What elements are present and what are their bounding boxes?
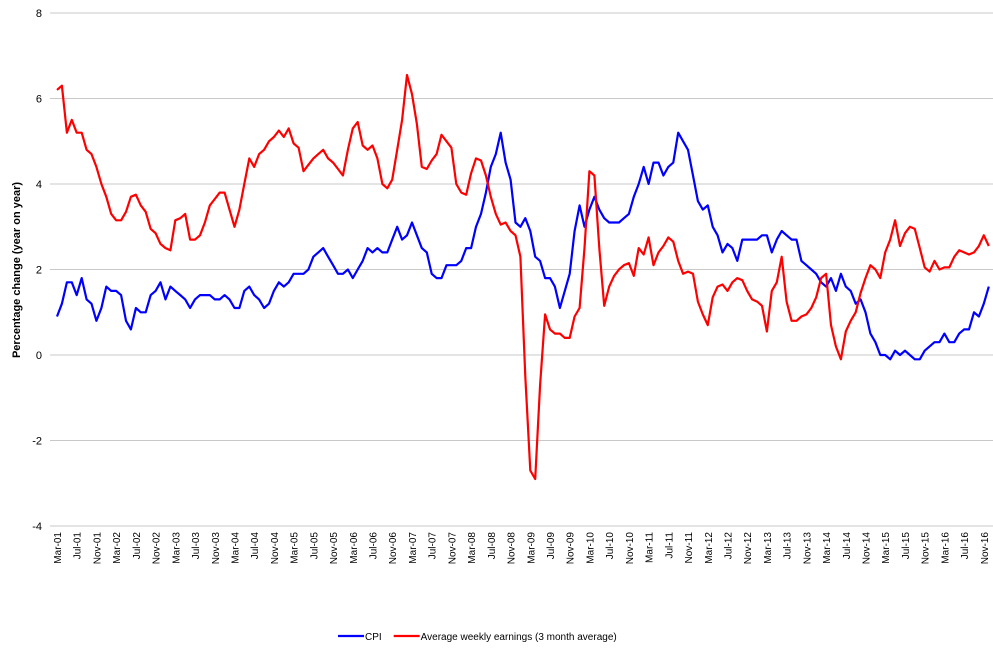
y-tick-label: 6: [36, 94, 42, 106]
y-tick-label: 8: [36, 8, 42, 20]
y-tick-label: -2: [32, 436, 42, 448]
x-tick-label: Mar-12: [704, 532, 715, 564]
x-tick-label: Jul-01: [73, 532, 84, 560]
x-tick-label: Jul-07: [428, 532, 439, 560]
x-tick-label: Nov-06: [388, 532, 399, 565]
x-tick-label: Jul-08: [487, 532, 498, 560]
y-tick-label: 0: [36, 350, 42, 362]
x-tick-label: Nov-11: [684, 532, 695, 564]
x-tick-label: Jul-15: [901, 532, 912, 560]
x-tick-label: Jul-03: [191, 532, 202, 560]
x-tick-label: Jul-10: [605, 532, 616, 560]
x-tick-label: Jul-16: [960, 532, 971, 560]
x-tick-label: Jul-14: [842, 532, 853, 560]
x-tick-label: Nov-02: [152, 532, 163, 565]
x-tick-label: Jul-12: [723, 532, 734, 560]
x-tick-label: Nov-16: [980, 532, 991, 565]
x-tick-label: Mar-01: [53, 532, 64, 564]
x-tick-label: Mar-15: [881, 532, 892, 564]
x-tick-label: Nov-01: [92, 532, 103, 565]
x-tick-label: Jul-04: [250, 532, 261, 560]
x-tick-label: Mar-05: [290, 532, 301, 564]
x-tick-label: Jul-09: [546, 532, 557, 560]
x-tick-label: Mar-13: [763, 532, 774, 564]
x-tick-label: Mar-03: [171, 532, 182, 564]
legend-label: CPI: [365, 632, 382, 643]
x-tick-label: Mar-02: [112, 532, 123, 564]
x-tick-label: Jul-05: [309, 532, 320, 560]
x-tick-label: Mar-07: [408, 532, 419, 564]
series-line: [56, 73, 990, 481]
x-tick-label: Jul-11: [664, 532, 675, 559]
legend-label: Average weekly earnings (3 month average…: [421, 632, 617, 643]
x-tick-label: Nov-14: [862, 532, 873, 565]
x-tick-label: Nov-10: [625, 532, 636, 565]
x-tick-label: Mar-06: [349, 532, 360, 564]
x-tick-label: Mar-11: [645, 532, 656, 563]
x-tick-label: Nov-07: [447, 532, 458, 565]
x-tick-label: Nov-08: [507, 532, 518, 565]
x-tick-label: Jul-02: [132, 532, 143, 560]
y-axis-title: Percentage change (year on year): [11, 182, 23, 358]
x-tick-label: Mar-08: [467, 532, 478, 564]
y-tick-label: 2: [36, 265, 42, 277]
x-tick-label: Nov-05: [329, 532, 340, 565]
x-tick-label: Nov-09: [566, 532, 577, 565]
y-tick-label: 4: [36, 179, 42, 191]
series-line: [55, 131, 990, 361]
x-tick-label: Jul-06: [369, 532, 380, 560]
x-tick-label: Nov-13: [802, 532, 813, 565]
x-tick-label: Mar-04: [230, 532, 241, 564]
y-tick-label: -4: [32, 521, 42, 533]
x-tick-label: Jul-13: [783, 532, 794, 560]
x-tick-label: Mar-14: [822, 532, 833, 564]
x-tick-label: Nov-03: [211, 532, 222, 565]
x-tick-label: Mar-09: [526, 532, 537, 564]
x-tick-label: Mar-10: [585, 532, 596, 564]
x-tick-label: Nov-15: [921, 532, 932, 565]
x-tick-label: Nov-04: [270, 532, 281, 565]
x-tick-label: Nov-12: [743, 532, 754, 565]
x-tick-label: Mar-16: [940, 532, 951, 564]
